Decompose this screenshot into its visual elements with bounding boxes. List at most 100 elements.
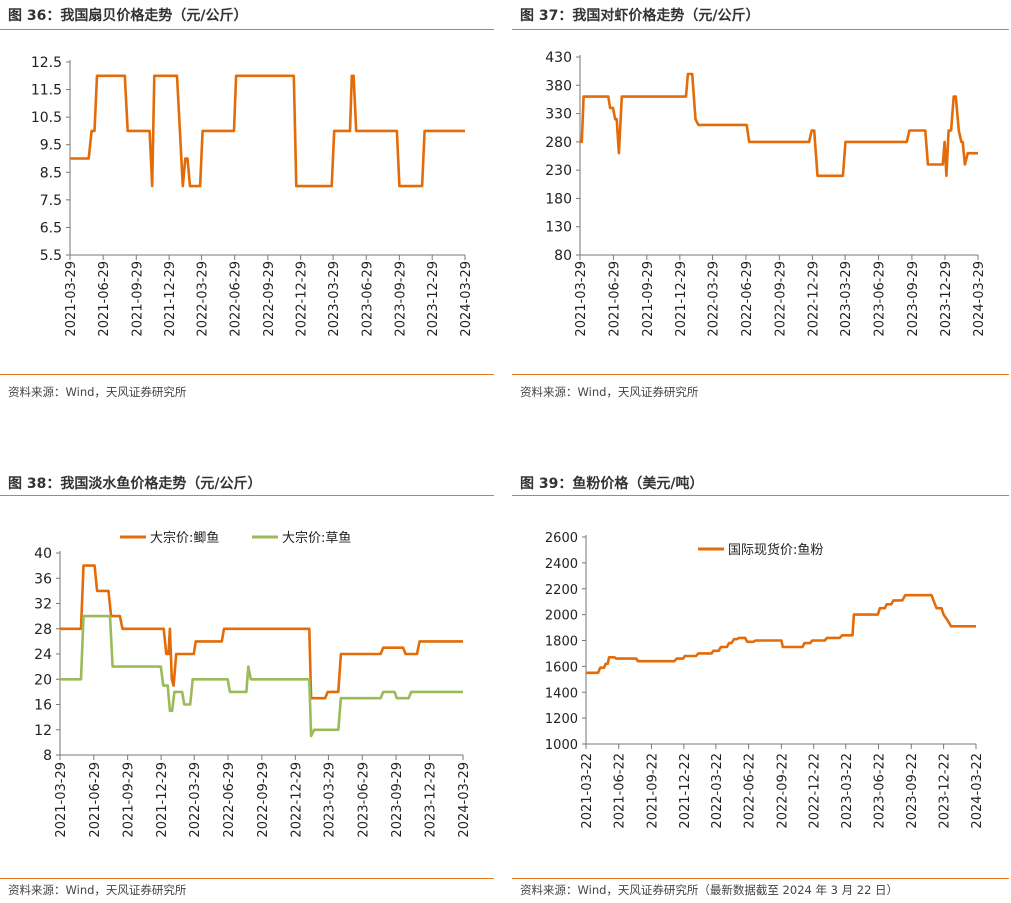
x-tick-label: 2024-03-29: [457, 762, 472, 838]
x-tick-label: 2021-06-29: [88, 762, 103, 838]
x-tick-label: 2022-03-29: [707, 261, 722, 337]
x-tick-label: 2022-09-29: [256, 762, 271, 838]
y-tick-label: 5.5: [40, 248, 62, 264]
y-tick-label: 80: [554, 248, 572, 264]
x-tick-label: 2023-06-29: [356, 762, 371, 838]
x-tick-label: 2023-06-22: [873, 753, 888, 829]
y-tick-label: 1400: [545, 686, 578, 701]
x-tick-label: 2022-06-29: [222, 762, 237, 838]
x-tick-label: 2022-06-29: [229, 261, 244, 337]
x-tick-label: 2021-09-29: [130, 261, 145, 337]
x-tick-label: 2022-09-22: [775, 753, 790, 829]
x-tick-label: 2023-03-29: [327, 261, 342, 337]
chart-svg-fishmeal: 2600240022002000180016001400120010002021…: [545, 531, 985, 829]
y-tick-label: 2000: [545, 609, 578, 624]
y-tick-label: 8.5: [40, 165, 62, 181]
y-tick-label: 10.5: [31, 110, 62, 126]
y-tick-label: 230: [545, 163, 572, 179]
y-tick-label: 11.5: [31, 83, 62, 99]
y-tick-label: 16: [34, 698, 52, 714]
y-tick-label: 180: [545, 191, 572, 207]
series-line: [60, 564, 463, 700]
x-tick-label: 2021-03-29: [64, 261, 79, 337]
x-tick-label: 2023-06-29: [360, 261, 375, 337]
y-tick-label: 7.5: [40, 193, 62, 209]
x-tick-label: 2021-06-29: [97, 261, 112, 337]
x-tick-label: 2023-03-29: [322, 762, 337, 838]
y-tick-label: 2400: [545, 557, 578, 572]
chart-panel-fishmeal: 图 39：鱼粉价格（美元/吨） 2600 2400 2200 2000 1800 1600…: [512, 470, 1011, 903]
chart-title: 图 39：鱼粉价格（美元/吨）: [520, 476, 704, 492]
source-note: 资料来源：Wind，天风证券研究所: [520, 385, 699, 399]
y-tick-label: 330: [545, 107, 572, 123]
x-tick-label: 2023-03-22: [840, 753, 855, 829]
title-rule: [512, 29, 1009, 30]
x-tick-label: 2022-12-22: [808, 753, 823, 829]
y-tick-label: 24: [34, 647, 52, 663]
y-tick-label: 32: [34, 597, 52, 613]
source-rule: [512, 878, 1009, 879]
x-tick-label: 2023-09-22: [905, 753, 920, 829]
x-tick-label: 2021-03-29: [54, 762, 69, 838]
x-tick-label: 2021-06-22: [613, 753, 628, 829]
y-tick-label: 9.5: [40, 138, 62, 154]
y-tick-label: 1600: [545, 660, 578, 675]
y-tick-label: 280: [545, 135, 572, 151]
x-tick-label: 2023-09-29: [906, 261, 921, 337]
legend-label: 国际现货价:鱼粉: [728, 542, 823, 558]
x-tick-label: 2023-12-29: [939, 261, 954, 337]
x-tick-label: 2021-09-29: [122, 762, 137, 838]
x-tick-label: 2021-03-22: [580, 753, 595, 829]
x-tick-label: 2022-09-29: [262, 261, 277, 337]
title-rule: [0, 495, 494, 496]
x-tick-label: 2022-03-22: [710, 753, 725, 829]
y-tick-label: 2600: [545, 531, 578, 546]
title-rule: [0, 29, 494, 30]
y-tick-label: 28: [34, 622, 52, 638]
chart-title: 图 36：我国扇贝价格走势（元/公斤）: [8, 8, 248, 24]
y-tick-label: 1800: [545, 635, 578, 650]
series-line: [580, 72, 978, 178]
y-tick-label: 380: [545, 78, 572, 94]
y-tick-label: 6.5: [40, 220, 62, 236]
x-tick-label: 2021-12-29: [674, 261, 689, 337]
chart-panel-freshwater-fish: 图 38：我国淡水鱼价格走势（元/公斤） 40 36 32 28 24 20 16 12 8 20…: [0, 470, 496, 903]
x-tick-label: 2022-12-29: [806, 261, 821, 337]
source-note: 资料来源：Wind，天风证券研究所: [8, 883, 187, 897]
source-rule: [0, 878, 494, 879]
series-line: [586, 593, 976, 675]
y-tick-label: 430: [545, 50, 572, 66]
y-tick-label: 130: [545, 220, 572, 236]
x-tick-label: 2023-12-29: [424, 762, 439, 838]
x-tick-label: 2021-12-29: [163, 261, 178, 337]
x-tick-label: 2022-12-29: [289, 762, 304, 838]
x-tick-label: 2023-09-29: [393, 261, 408, 337]
x-tick-label: 2024-03-29: [459, 261, 474, 337]
x-tick-label: 2021-09-29: [641, 261, 656, 337]
x-tick-label: 2022-03-29: [188, 762, 203, 838]
legend-label: 大宗价:鲫鱼: [150, 530, 219, 546]
x-tick-label: 2023-03-29: [839, 261, 854, 337]
x-tick-label: 2023-12-22: [938, 753, 953, 829]
legend-label: 大宗价:草鱼: [282, 530, 351, 546]
x-tick-label: 2021-12-29: [155, 762, 170, 838]
x-tick-label: 2023-06-29: [873, 261, 888, 337]
y-tick-label: 8: [43, 748, 52, 764]
x-tick-label: 2022-03-29: [196, 261, 211, 337]
source-rule: [0, 374, 494, 375]
chart-title: 图 37：我国对虾价格走势（元/公斤）: [520, 8, 760, 24]
x-tick-label: 2022-09-29: [773, 261, 788, 337]
x-tick-label: 2024-03-22: [970, 753, 985, 829]
series-line: [60, 614, 463, 738]
series-line: [70, 74, 465, 188]
source-note: 资料来源：Wind，天风证券研究所: [8, 385, 187, 399]
x-tick-label: 2021-03-29: [574, 261, 589, 337]
y-tick-label: 12: [34, 723, 52, 739]
y-tick-label: 1000: [545, 738, 578, 753]
x-tick-label: 2022-06-22: [743, 753, 758, 829]
chart-title: 图 38：我国淡水鱼价格走势（元/公斤）: [8, 476, 262, 492]
title-rule: [512, 495, 1009, 496]
